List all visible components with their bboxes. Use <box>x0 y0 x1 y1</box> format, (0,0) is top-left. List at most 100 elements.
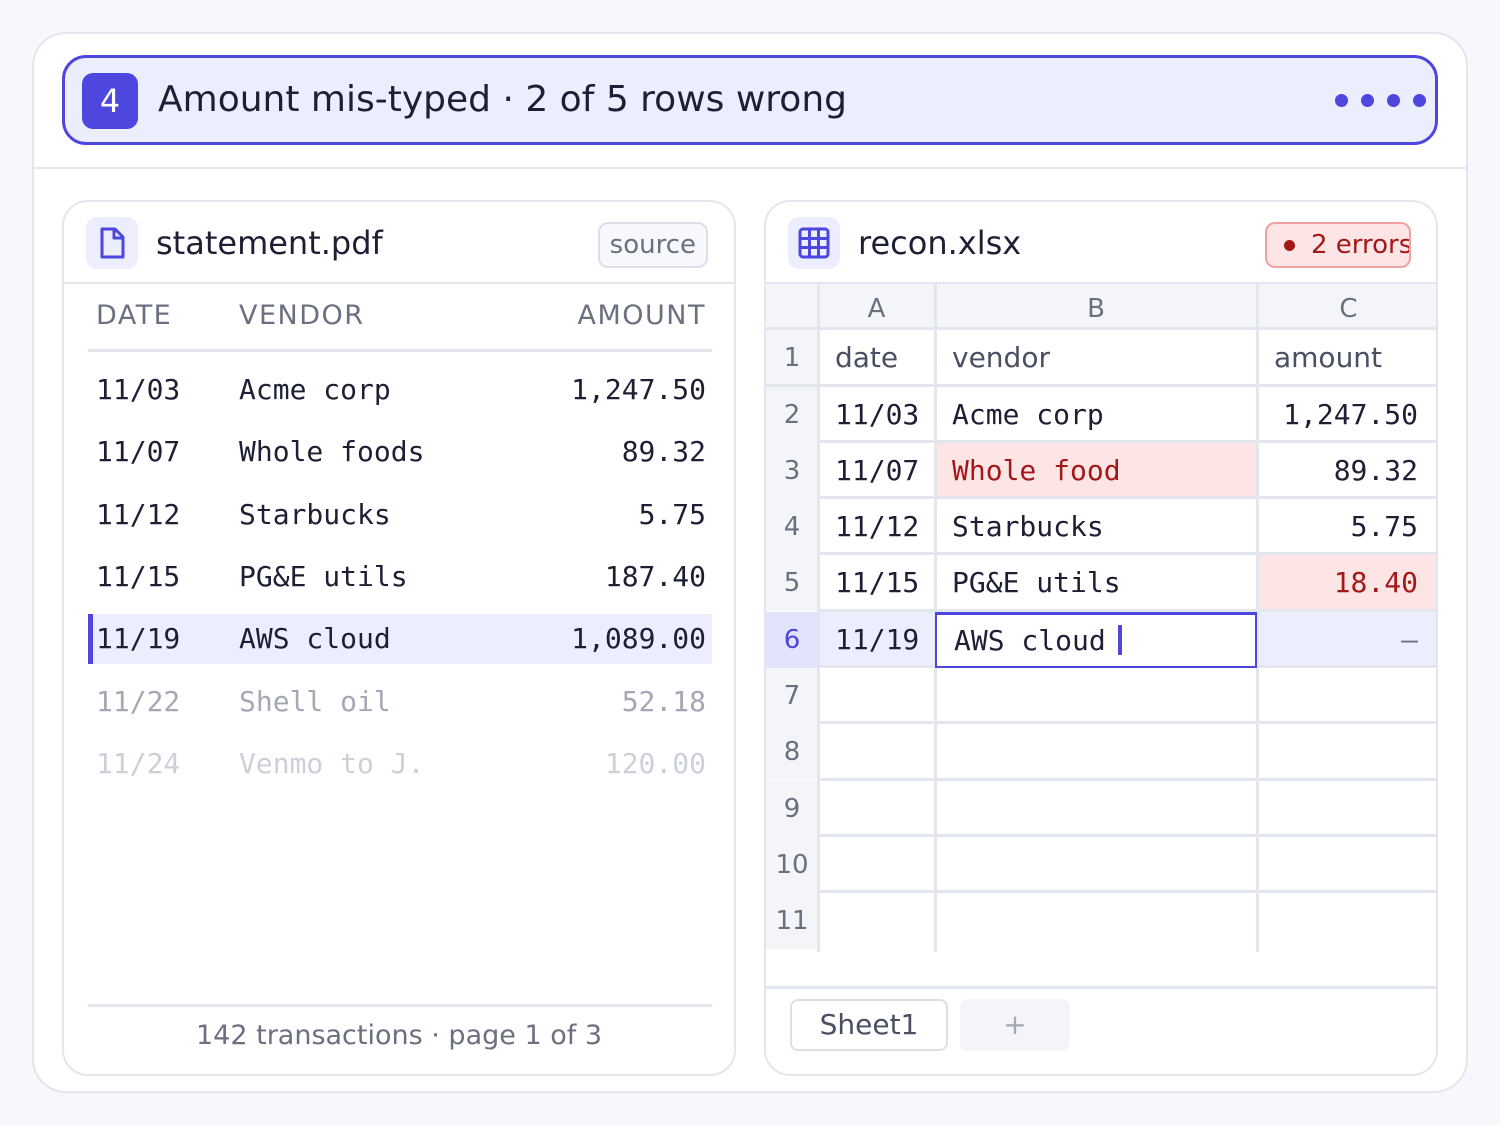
row-vendor: AWS cloud <box>239 622 391 655</box>
progress-dots <box>1335 94 1435 108</box>
source-badge: source <box>597 222 708 268</box>
grid-line <box>818 890 1436 893</box>
row-date: 11/19 <box>96 622 181 655</box>
grid-line <box>1256 284 1259 952</box>
row-amount: 120.00 <box>604 747 706 780</box>
grid-line <box>818 552 1436 555</box>
cell-a6[interactable]: 11/19 <box>835 623 920 656</box>
cell-a4[interactable]: 11/12 <box>835 510 920 543</box>
grid-line <box>766 327 1436 330</box>
row-header[interactable]: 1 <box>766 330 818 386</box>
cell-c5-error[interactable]: 18.40 <box>1257 555 1436 611</box>
grid-line <box>818 609 1436 612</box>
cell-a3[interactable]: 11/07 <box>835 454 920 487</box>
row-header[interactable]: 5 <box>766 555 818 611</box>
progress-dot <box>1335 94 1348 107</box>
cell-b5[interactable]: PG&E utils <box>952 566 1121 599</box>
statement-row[interactable]: 11/12 Starbucks 5.75 <box>88 490 712 540</box>
row-header[interactable]: 2 <box>766 387 818 443</box>
error-count-label: 2 errors <box>1311 230 1411 260</box>
document-icon <box>86 217 138 269</box>
row-amount: 1,089.00 <box>571 622 706 655</box>
cell-b6-value: AWS cloud <box>937 613 1255 669</box>
row-header[interactable]: 3 <box>766 443 818 499</box>
cell-c2[interactable]: 1,247.50 <box>1283 398 1418 431</box>
cell-a5[interactable]: 11/15 <box>835 566 920 599</box>
statement-panel: statement.pdf source DATE VENDOR AMOUNT … <box>62 200 736 1076</box>
cell-a2[interactable]: 11/03 <box>835 398 920 431</box>
statement-row[interactable]: 11/07 Whole foods 89.32 <box>88 427 712 477</box>
error-count-badge[interactable]: 2 errors <box>1265 222 1411 268</box>
recon-panel-header: recon.xlsx 2 errors <box>766 202 1436 284</box>
cell-b2[interactable]: Acme corp <box>952 398 1104 431</box>
row-header-active[interactable]: 6 <box>766 612 818 668</box>
row-amount: 187.40 <box>604 560 706 593</box>
cell-c1[interactable]: amount <box>1274 341 1383 374</box>
statement-row-selected[interactable]: 11/19 AWS cloud 1,089.00 <box>88 614 712 664</box>
add-sheet-button[interactable]: + <box>960 999 1070 1051</box>
step-title: Amount mis-typed · 2 of 5 rows wrong <box>158 79 847 120</box>
progress-dot <box>1413 94 1426 107</box>
cell-c3[interactable]: 89.32 <box>1333 454 1418 487</box>
grid-icon <box>788 217 840 269</box>
statement-row[interactable]: 11/24 Venmo to J. 120.00 <box>88 739 712 789</box>
column-header-vendor: VENDOR <box>239 300 365 331</box>
cell-b3-error[interactable]: Whole food <box>935 443 1257 499</box>
step-banner: 4 Amount mis-typed · 2 of 5 rows wrong <box>62 55 1438 145</box>
row-header[interactable]: 11 <box>766 893 818 949</box>
cell-c4[interactable]: 5.75 <box>1350 510 1418 543</box>
column-header-date: DATE <box>96 300 173 331</box>
grid-line <box>818 778 1436 781</box>
row-date: 11/07 <box>96 435 181 468</box>
row-vendor: Starbucks <box>239 498 391 531</box>
row-header[interactable]: 7 <box>766 668 818 724</box>
row-date: 11/15 <box>96 560 181 593</box>
column-header-b[interactable]: B <box>935 284 1257 328</box>
row-header[interactable]: 10 <box>766 837 818 893</box>
statement-row[interactable]: 11/15 PG&E utils 187.40 <box>88 552 712 602</box>
row-header[interactable]: 4 <box>766 499 818 555</box>
cell-b1[interactable]: vendor <box>952 341 1050 374</box>
error-dot-icon <box>1284 240 1295 251</box>
row-vendor: Shell oil <box>239 685 391 718</box>
statement-filename: statement.pdf <box>156 224 383 262</box>
column-header-c[interactable]: C <box>1257 284 1436 328</box>
spreadsheet-grid: A B C 1 2 3 4 5 6 7 8 9 10 11 date vendo… <box>766 284 1436 952</box>
cell-b6-text: AWS cloud <box>954 624 1106 657</box>
divider <box>34 167 1466 169</box>
step-number-badge: 4 <box>82 73 138 129</box>
row-header[interactable]: 8 <box>766 724 818 780</box>
row-date: 11/12 <box>96 498 181 531</box>
cell-c6-empty[interactable]: – <box>1401 623 1418 656</box>
footer-divider <box>88 1004 712 1007</box>
row-vendor: Acme corp <box>239 373 391 406</box>
statement-row[interactable]: 11/03 Acme corp 1,247.50 <box>88 365 712 415</box>
row-amount: 5.75 <box>638 498 706 531</box>
column-header-a[interactable]: A <box>818 284 935 328</box>
grid-line <box>818 834 1436 837</box>
grid-line <box>818 496 1436 499</box>
recon-panel: recon.xlsx 2 errors A B C 1 2 3 4 5 6 7 … <box>764 200 1438 1076</box>
row-vendor: Whole foods <box>239 435 425 468</box>
row-vendor: Venmo to J. <box>239 747 425 780</box>
grid-line <box>817 284 820 952</box>
row-date: 11/24 <box>96 747 181 780</box>
statement-panel-header: statement.pdf source <box>64 202 734 284</box>
cell-b6-editing[interactable]: AWS cloud <box>935 612 1257 668</box>
text-caret <box>1117 625 1122 655</box>
row-amount: 89.32 <box>621 435 706 468</box>
row-date: 11/22 <box>96 685 181 718</box>
corner-header <box>766 284 818 328</box>
grid-line <box>818 440 1436 443</box>
row-date: 11/03 <box>96 373 181 406</box>
progress-dot <box>1387 94 1400 107</box>
progress-dot <box>1361 94 1374 107</box>
grid-line <box>766 384 1436 387</box>
sheet-tab[interactable]: Sheet1 <box>790 999 948 1051</box>
cell-a1[interactable]: date <box>835 341 899 374</box>
row-header[interactable]: 9 <box>766 781 818 837</box>
statement-row[interactable]: 11/22 Shell oil 52.18 <box>88 677 712 727</box>
statement-footer: 142 transactions · page 1 of 3 <box>195 1020 602 1051</box>
recon-filename: recon.xlsx <box>858 224 1022 262</box>
cell-b4[interactable]: Starbucks <box>952 510 1104 543</box>
